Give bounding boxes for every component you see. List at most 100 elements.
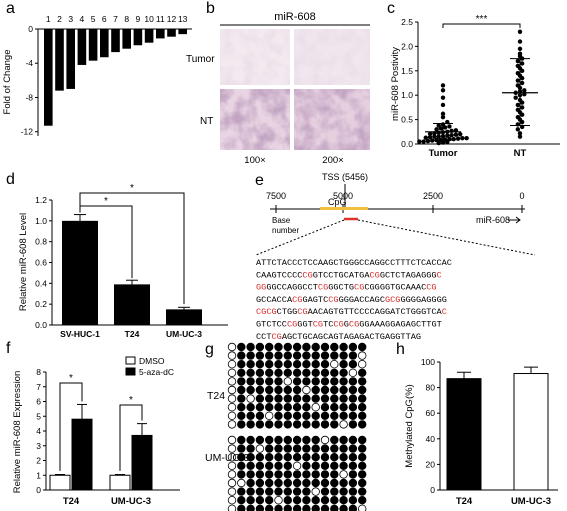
panel-g-methylated-site	[246, 444, 255, 453]
panel-g-methylated-site	[358, 470, 367, 479]
panel-e-cpg-site: CG	[271, 332, 281, 342]
panel-g-methylated-site	[348, 403, 358, 412]
panel-g-methylated-site	[292, 368, 302, 377]
panel-g-methylated-site	[330, 496, 339, 505]
panel-d-chart: Relative miR-608 Level 0.0 0.2 0.4 0.6 0.8 1.…	[18, 183, 228, 339]
panel-g-methylated-site	[320, 461, 330, 470]
panel-g-unmethylated-site	[227, 377, 237, 386]
panel-c-tick-label: 0.0	[401, 139, 413, 149]
panel-c-point	[440, 83, 446, 88]
panel-c-point	[517, 134, 523, 139]
panel-b-col-200x: 200×	[322, 155, 343, 166]
panel-e-cpg-label: CpG	[328, 197, 347, 207]
panel-g-methylated-site	[246, 496, 255, 505]
panel-f-bar	[131, 434, 153, 491]
panel-letter-c: c	[387, 0, 395, 17]
panel-c-point	[440, 102, 446, 108]
panel-g-methylated-site	[330, 377, 339, 386]
panel-g-unmethylated-site	[348, 368, 358, 377]
panel-g-methylated-site	[348, 478, 358, 488]
panel-g-methylated-site	[274, 385, 283, 395]
panel-b-tumor-100x-texture	[220, 29, 290, 85]
panel-g-unmethylated-site	[339, 420, 348, 429]
panel-g-methylated-site	[274, 360, 283, 369]
panel-g-unmethylated-site	[246, 394, 255, 403]
panel-h-category-label: UM-UC-3	[511, 496, 551, 507]
panel-b-nt-100x-texture	[220, 89, 290, 150]
panel-g-methylated-site	[330, 461, 339, 470]
panel-c-point	[445, 133, 450, 138]
panel-c-point	[434, 127, 439, 132]
panel-g-methylated-site	[339, 487, 348, 496]
panel-g-methylated-site	[330, 420, 339, 429]
panel-f-bar	[109, 474, 131, 491]
panel-g-methylated-site	[246, 351, 255, 360]
panel-c-tick-label: 2.5	[401, 17, 413, 27]
panel-g-methylated-site	[274, 403, 283, 412]
panel-e-sequence-segment: G	[344, 320, 349, 330]
panel-g-methylated-site	[292, 411, 302, 420]
panel-g-methylated-site	[274, 420, 283, 429]
panel-g-methylated-site	[274, 377, 283, 386]
panel-g-methylated-site	[283, 394, 292, 403]
panel-g-methylated-site	[348, 435, 358, 445]
panel-c-point	[517, 29, 523, 34]
panel-g-methylated-site	[348, 342, 358, 352]
panel-g-methylated-site	[274, 368, 283, 377]
panel-e-sequence-segment: GAGTC	[302, 295, 328, 305]
panel-g-methylated-site	[237, 368, 246, 377]
panel-g-methylated-site	[237, 453, 246, 462]
panel-a-bar	[122, 29, 131, 49]
panel-c-point	[440, 111, 446, 116]
panel-g-methylated-site	[358, 411, 367, 420]
panel-g-methylated-site	[320, 478, 330, 488]
panel-c-category-labels: Tumor NT	[429, 148, 527, 159]
panel-g-methylated-site	[246, 453, 255, 462]
panel-g-methylated-site	[358, 368, 367, 377]
panel-a-tick-label: -12	[21, 127, 34, 137]
panel-c-point	[432, 134, 437, 139]
panel-f-bar	[49, 474, 71, 491]
panel-h-tick-label: 80	[426, 383, 436, 393]
panel-e-cpg-site: GG	[256, 283, 266, 293]
panel-a-category-label: 3	[68, 14, 73, 24]
panel-g-methylated-site	[292, 394, 302, 403]
panel-g-methylated-site	[302, 368, 311, 377]
panel-e-sequence-segment: CGGGGTGCAAAC	[364, 283, 426, 293]
panel-g-methylated-site	[274, 435, 283, 445]
panel-f-tick-label: 6	[36, 397, 41, 407]
panel-c-point	[453, 132, 459, 137]
panel-g-methylated-site	[311, 351, 320, 360]
panel-e-cpg-site: CG	[318, 283, 328, 293]
panel-g-unmethylated-site	[227, 496, 237, 505]
panel-g-methylated-site	[292, 444, 302, 453]
panel-c-point	[427, 131, 433, 136]
panel-g-methylated-site	[358, 487, 367, 496]
panel-e-sequence-segment: GGCTG	[328, 283, 354, 293]
panel-c-point	[421, 139, 426, 144]
panel-g-methylated-site	[265, 420, 274, 429]
panel-g-unmethylated-site	[358, 351, 367, 360]
panel-b-row-tumor: Tumor	[186, 54, 215, 65]
panel-g-methylated-site	[283, 368, 292, 377]
panel-g-methylated-site	[283, 470, 292, 479]
panel-a-category-label: 12	[167, 14, 177, 24]
panel-letter-f: f	[6, 340, 11, 357]
panel-e-number-label: number	[272, 226, 299, 235]
panel-g-methylated-site	[255, 478, 265, 488]
panel-e-cpg-site: CG	[333, 320, 343, 330]
panel-g-methylated-site	[237, 461, 246, 470]
panel-f-category-labels: T24 UM-UC-3	[63, 496, 151, 507]
panel-c-point	[515, 78, 521, 83]
panel-g-methylated-site	[246, 385, 255, 395]
panel-g-methylated-site	[302, 461, 311, 470]
panel-g-methylated-site	[283, 444, 292, 453]
panel-e-cpg-site: CG	[354, 283, 364, 293]
panel-c-point	[451, 136, 456, 142]
panel-c-point	[417, 139, 422, 144]
panel-b-images: miR-608 Tumor NT 100× 200×	[186, 11, 370, 166]
panel-h-chart: Methylated CpG(%) 0 20 40 60 80 100 T24 UM-UC-…	[404, 357, 558, 507]
panel-f-sig-label: *	[129, 395, 133, 406]
panel-g-methylated-site	[330, 368, 339, 377]
panel-c-point	[519, 68, 525, 74]
